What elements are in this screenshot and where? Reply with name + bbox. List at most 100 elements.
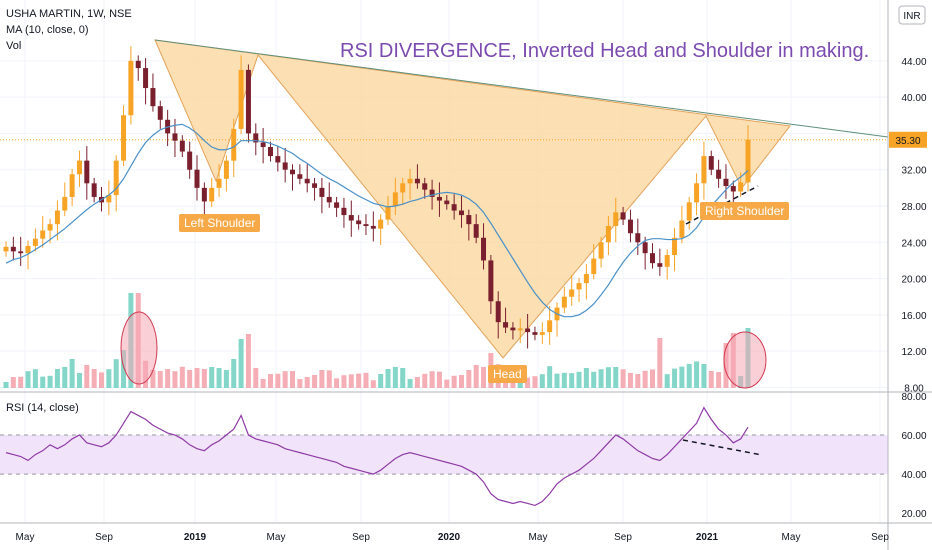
volume-bar [598, 369, 604, 388]
candle-body [679, 220, 685, 238]
volume-bar [635, 374, 641, 388]
rsi-band [0, 435, 888, 475]
candle-body [525, 328, 531, 333]
volume-bar [187, 370, 193, 388]
candle-body [569, 289, 575, 297]
volume-bar [356, 373, 362, 388]
volume-bar [517, 380, 523, 388]
head-shoulders-pattern [154, 39, 791, 359]
volume-bar [627, 373, 633, 388]
volume-bar [385, 369, 391, 388]
candle-body [135, 60, 141, 69]
candle-body [312, 183, 318, 188]
volume-bar [54, 369, 60, 388]
candle-body [716, 169, 722, 179]
last-price-tag-bg [889, 131, 927, 148]
candle-body [47, 224, 53, 231]
symbol-legend[interactable]: USHA MARTIN, 1W, NSE [6, 8, 132, 20]
volume-bar [649, 369, 655, 388]
volume-bar [370, 380, 376, 388]
rsi-line [5, 406, 749, 507]
price-tick-label: 24.00 [901, 238, 926, 249]
candle-body [738, 182, 744, 192]
volume-bar [223, 370, 229, 388]
ma-legend[interactable]: MA (10, close, 0) [6, 24, 89, 36]
candle-body [488, 260, 494, 302]
volume-bar [334, 378, 340, 388]
candle-body [407, 178, 413, 184]
volume-bar [150, 370, 156, 388]
candle-body [150, 88, 156, 107]
candle-body [54, 210, 60, 225]
candle-body [510, 327, 516, 331]
volume-highlight-left [120, 311, 158, 385]
candle-body [517, 328, 523, 331]
volume-bar [686, 364, 692, 388]
volume-bar [591, 371, 597, 388]
candle-body [561, 296, 567, 308]
volume-bar [32, 369, 38, 388]
candle-body [25, 245, 31, 254]
volume-bar [694, 361, 700, 388]
candle-body [664, 254, 670, 267]
volume-bar [451, 375, 457, 388]
volume-bar [708, 371, 714, 388]
volume-bar [407, 379, 413, 388]
candle-body [730, 186, 736, 192]
volume-bar [561, 372, 567, 388]
volume-bar [422, 373, 428, 388]
currency-badge[interactable]: INR [898, 5, 926, 25]
price-axis: 44.00 40.00 32.00 28.00 24.00 20.00 16.00 12.00… [901, 57, 926, 395]
time-tick-label: Sep [95, 532, 113, 543]
candle-body [657, 263, 663, 267]
candle-body [106, 195, 112, 203]
price-tick-label: 20.00 [901, 275, 926, 286]
candle-body [304, 178, 310, 184]
candle-body [686, 202, 692, 221]
candle-body [267, 147, 273, 157]
time-tick-label: 2021 [696, 532, 719, 543]
candle-body [172, 133, 178, 141]
price-tick-label: 44.00 [901, 57, 926, 68]
candle-body [363, 224, 369, 226]
volume-bar [297, 379, 303, 388]
candle-body [723, 178, 729, 187]
candle-body [194, 169, 200, 188]
volume-bar [341, 375, 347, 388]
volume-bar [18, 376, 24, 388]
candle-body [245, 69, 251, 134]
candle-body [91, 183, 97, 197]
candle-body [187, 151, 193, 170]
candle-body [201, 187, 207, 202]
volume-bar [716, 372, 722, 388]
volume-bar [620, 369, 626, 388]
volume-bar [473, 365, 479, 388]
volume-legend[interactable]: Vol [6, 40, 22, 52]
volume-bar [363, 372, 369, 388]
candle-body [605, 225, 611, 243]
candle-body [275, 156, 281, 163]
candle-body [422, 183, 428, 190]
candle-body [113, 160, 119, 196]
candle-body [121, 115, 127, 161]
candle-body [473, 224, 479, 238]
candle-body [708, 156, 714, 170]
candle-body [297, 174, 303, 179]
volume-bar [253, 368, 259, 388]
candle-body [672, 237, 678, 255]
candle-body [282, 162, 288, 170]
candle-body [179, 140, 185, 152]
volume-highlight-right [723, 331, 767, 389]
volume-bar [539, 374, 545, 388]
volume-bar [99, 372, 105, 388]
price-tick-label: 40.00 [901, 93, 926, 104]
volume-bar [378, 374, 384, 388]
volume-bar [672, 368, 678, 388]
rsi-tick-label: 60.00 [901, 431, 926, 442]
volume-bar [319, 370, 325, 388]
volume-bar [3, 382, 9, 388]
rsi-legend[interactable]: RSI (14, close) [6, 402, 79, 414]
time-tick-label: Sep [871, 532, 889, 543]
candle-body [598, 242, 604, 259]
